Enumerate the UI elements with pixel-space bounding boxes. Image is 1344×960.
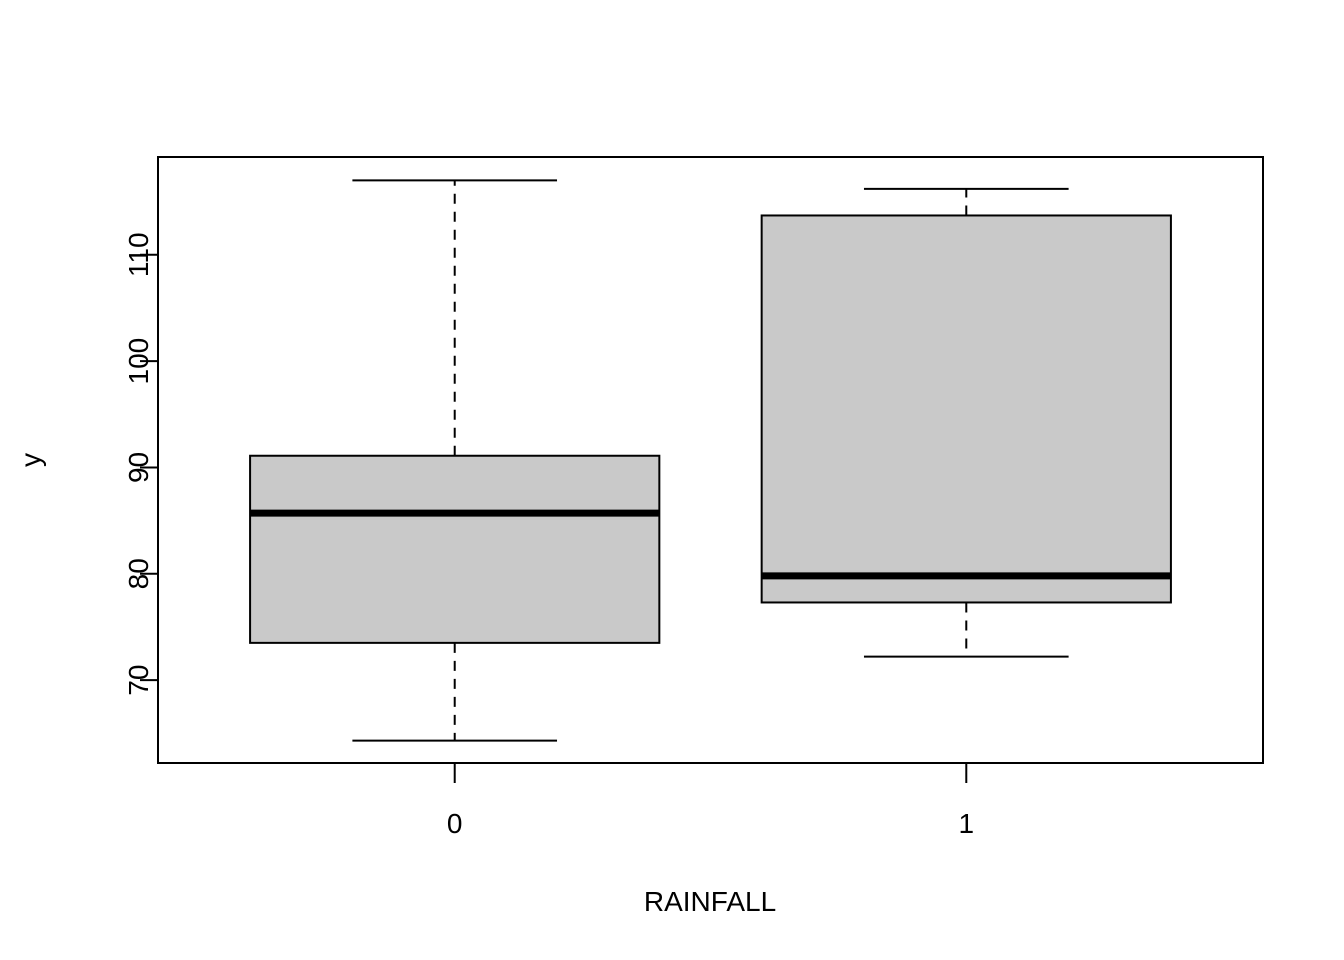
y-tick-label: 90	[123, 452, 154, 483]
y-tick-label: 70	[123, 664, 154, 695]
boxes	[249, 179, 1172, 742]
y-tick-label: 80	[123, 558, 154, 589]
x-tick-label: 0	[447, 808, 463, 839]
y-tick-label: 110	[123, 232, 154, 277]
y-axis-label: y	[15, 453, 46, 467]
y-axis: 70 80 90 100 110	[123, 232, 159, 696]
box-0	[249, 179, 661, 742]
x-tick-label: 1	[958, 808, 974, 839]
iqr-box	[760, 214, 1172, 604]
y-tick-label: 100	[123, 338, 154, 385]
iqr-box	[249, 454, 661, 644]
x-axis-label: RAINFALL	[644, 886, 776, 917]
box-1	[760, 187, 1172, 658]
